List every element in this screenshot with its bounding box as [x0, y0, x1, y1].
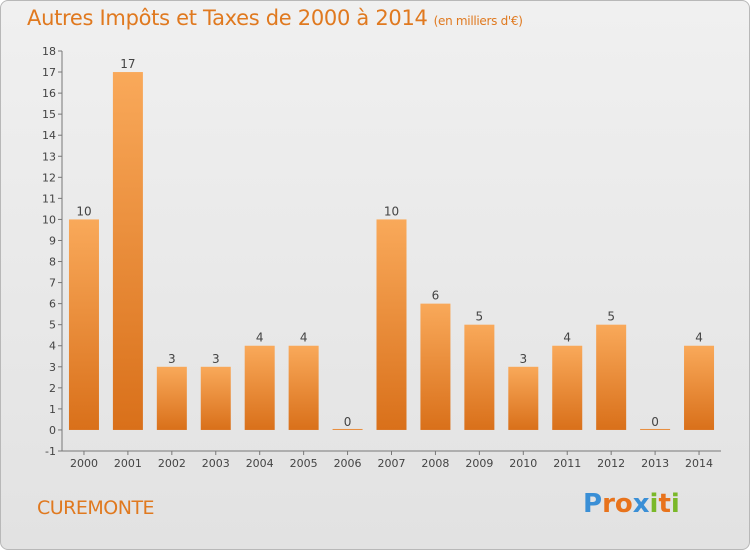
bar — [332, 428, 363, 430]
y-tick-label: 5 — [49, 319, 56, 332]
y-tick-label: 6 — [49, 298, 56, 311]
y-tick-label: 3 — [49, 361, 56, 374]
x-tick-label: 2010 — [509, 457, 537, 470]
x-tick-label: 2007 — [378, 457, 406, 470]
commune-name: CUREMONTE — [37, 497, 155, 519]
logo-letter: x — [632, 489, 650, 519]
x-tick-label: 2006 — [334, 457, 362, 470]
bar — [288, 345, 319, 430]
y-tick-label: 9 — [49, 234, 56, 247]
x-tick-label: 2000 — [70, 457, 98, 470]
x-tick-label: 2002 — [158, 457, 186, 470]
bar — [640, 428, 671, 430]
y-tick-label: 13 — [42, 150, 56, 163]
x-tick-label: 2008 — [421, 457, 449, 470]
x-tick-label: 2014 — [685, 457, 713, 470]
y-tick-label: 14 — [42, 129, 56, 142]
logo-letter: P — [583, 489, 603, 519]
y-tick-label: 0 — [49, 424, 56, 437]
bar-value-label: 10 — [384, 204, 399, 218]
bar — [420, 303, 451, 430]
logo-letter: o — [614, 489, 633, 519]
logo-letter: t — [658, 489, 671, 519]
chart-title: Autres Impôts et Taxes de 2000 à 2014 (en… — [27, 6, 523, 30]
bar-value-label: 6 — [432, 289, 440, 303]
y-tick-label: 10 — [42, 213, 56, 226]
bar-value-label: 5 — [607, 310, 615, 324]
bar — [68, 219, 99, 430]
x-tick-label: 2011 — [553, 457, 581, 470]
logo-letter: r — [602, 489, 615, 519]
bar — [464, 324, 495, 430]
bar-value-label: 0 — [344, 415, 352, 429]
bar-value-label: 4 — [695, 331, 703, 345]
bar — [508, 366, 539, 430]
bar — [156, 366, 187, 430]
y-tick-label: 11 — [42, 192, 56, 205]
bar — [596, 324, 627, 430]
chart-subtitle: (en milliers d'€) — [433, 14, 523, 28]
bar-value-label: 10 — [76, 204, 91, 218]
bar-value-label: 4 — [563, 331, 571, 345]
bar-value-label: 3 — [212, 352, 220, 366]
y-tick-label: 7 — [49, 277, 56, 290]
logo-letter: i — [649, 489, 659, 519]
x-tick-label: 2009 — [465, 457, 493, 470]
x-tick-label: 2012 — [597, 457, 625, 470]
bar — [244, 345, 275, 430]
bar-value-label: 4 — [256, 331, 264, 345]
bar — [552, 345, 583, 430]
bar-value-label: 3 — [168, 352, 176, 366]
x-tick-label: 2001 — [114, 457, 142, 470]
y-tick-label: 17 — [42, 66, 56, 79]
y-tick-label: 4 — [49, 340, 56, 353]
y-tick-label: 12 — [42, 171, 56, 184]
x-tick-label: 2003 — [202, 457, 230, 470]
bar — [684, 345, 715, 430]
bar-value-label: 4 — [300, 331, 308, 345]
chart-bars: 10 17 3 3 4 4 0 10 6 5 3 4 5 0 4 — [68, 57, 715, 430]
bar-value-label: 3 — [519, 352, 527, 366]
x-tick-label: 2005 — [290, 457, 318, 470]
bar-value-label: 17 — [120, 57, 135, 71]
y-tick-label: 8 — [49, 256, 56, 269]
proxiti-logo: Proxiti — [583, 489, 680, 519]
y-tick-label: 18 — [42, 45, 56, 58]
y-tick-label: -1 — [45, 445, 56, 458]
bar-value-label: 5 — [476, 310, 484, 324]
x-tick-label: 2004 — [246, 457, 274, 470]
y-tick-label: 15 — [42, 108, 56, 121]
y-tick-label: 1 — [49, 403, 56, 416]
bar — [200, 366, 231, 430]
y-tick-label: 16 — [42, 87, 56, 100]
bar — [376, 219, 407, 430]
bar — [112, 72, 143, 430]
x-tick-label: 2013 — [641, 457, 669, 470]
y-tick-label: 2 — [49, 382, 56, 395]
bar-value-label: 0 — [651, 415, 659, 429]
logo-letter: i — [670, 489, 680, 519]
